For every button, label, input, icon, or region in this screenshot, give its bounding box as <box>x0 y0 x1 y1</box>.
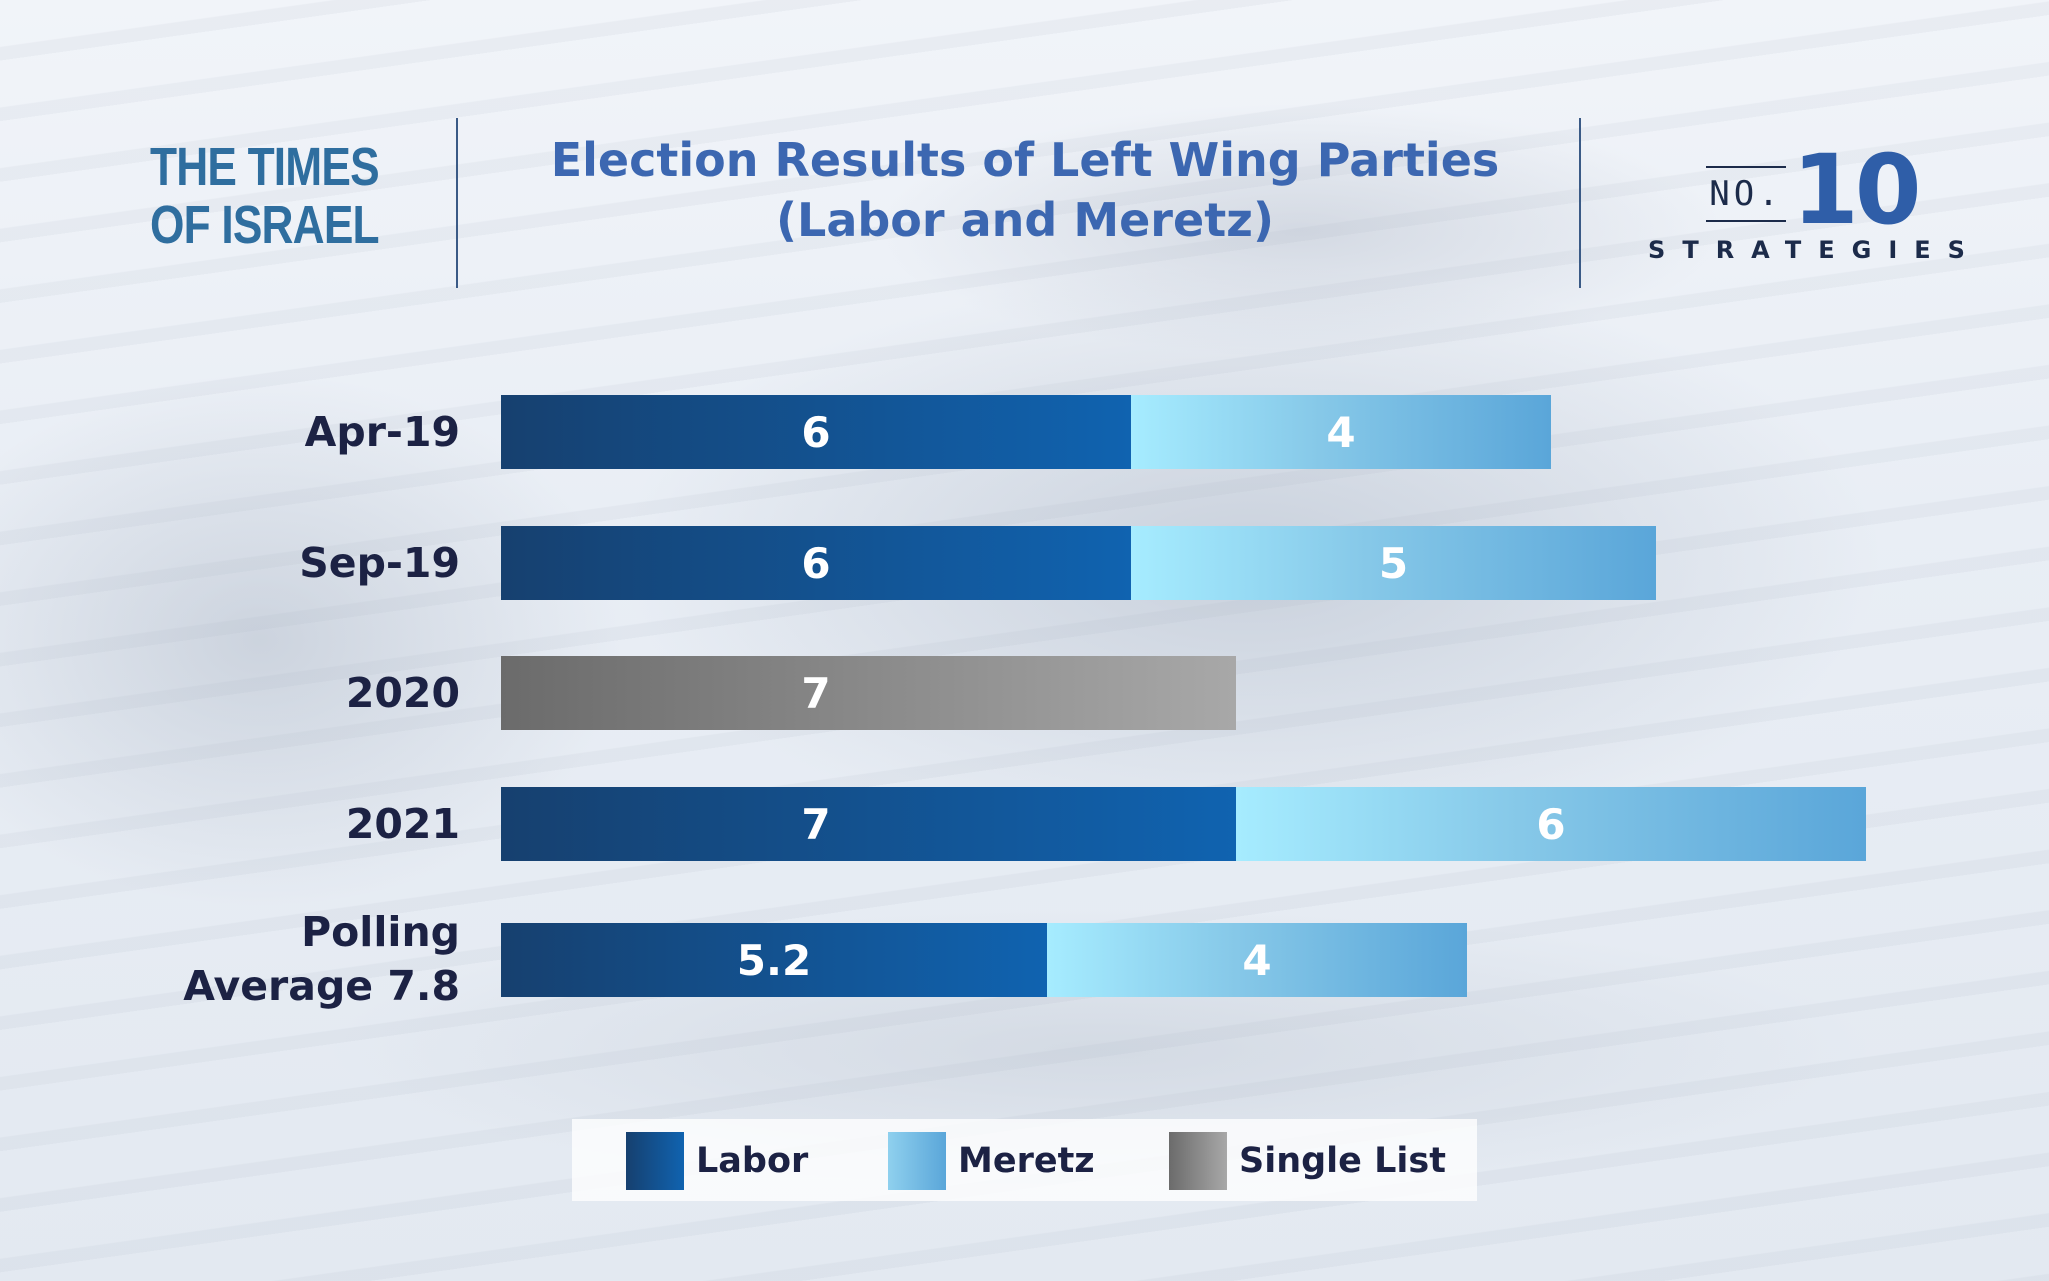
bar-value-label: 7 <box>801 669 830 718</box>
bar-value-label: 5.2 <box>737 936 811 985</box>
bar-labor <box>501 787 1236 861</box>
bar-value-label: 7 <box>801 800 830 849</box>
legend-label: Meretz <box>958 1141 1095 1181</box>
no10-logo-ten: 10 <box>1792 134 1922 246</box>
bar-value-label: 5 <box>1379 539 1408 588</box>
legend-item-meretz: Meretz <box>888 1132 1095 1190</box>
bar-labor <box>501 923 1047 997</box>
category-label: 2021 <box>346 800 460 848</box>
bar-value-label: 4 <box>1326 408 1355 457</box>
bar-single-list <box>501 656 1236 730</box>
header-divider-right <box>1579 118 1581 288</box>
category-label: 2020 <box>346 669 460 717</box>
legend-swatch <box>1169 1132 1227 1190</box>
chart-title: Election Results of Left Wing Parties (L… <box>470 130 1580 250</box>
chart-title-line1: Election Results of Left Wing Parties <box>550 133 1500 187</box>
legend-item-labor: Labor <box>626 1132 808 1190</box>
chart-title-line2: (Labor and Meretz) <box>776 193 1274 247</box>
bar-chart: Apr-19 6 4 Sep-19 6 5 2020 7 2021 7 6 Polling Averag… <box>183 395 1866 1010</box>
legend-label: Single List <box>1239 1141 1446 1181</box>
bar-value-label: 6 <box>801 539 830 588</box>
chart-legend: Labor Meretz Single List <box>572 1119 1477 1201</box>
bar-meretz <box>1131 526 1656 600</box>
bar-meretz <box>1131 395 1551 469</box>
legend-swatch <box>888 1132 946 1190</box>
bar-meretz <box>1047 923 1467 997</box>
bar-value-label: 4 <box>1242 936 1271 985</box>
bar-labor <box>501 526 1131 600</box>
category-label: Polling <box>301 908 460 956</box>
no10-strategies-logo: NO. 10 STRATEGIES <box>1640 140 1990 270</box>
legend-swatch <box>626 1132 684 1190</box>
legend-label: Labor <box>696 1141 809 1181</box>
category-label: Apr-19 <box>305 408 460 456</box>
category-label: Sep-19 <box>299 539 460 587</box>
legend-item-single-list: Single List <box>1169 1132 1446 1190</box>
bar-meretz <box>1236 787 1866 861</box>
bar-value-label: 6 <box>801 408 830 457</box>
bar-value-label: 6 <box>1536 800 1565 849</box>
no10-logo-no: NO. <box>1706 166 1786 222</box>
category-label: Average 7.8 <box>183 962 460 1010</box>
header-divider-left <box>456 118 458 288</box>
no10-logo-strategies: STRATEGIES <box>1648 236 1982 264</box>
bar-labor <box>501 395 1131 469</box>
